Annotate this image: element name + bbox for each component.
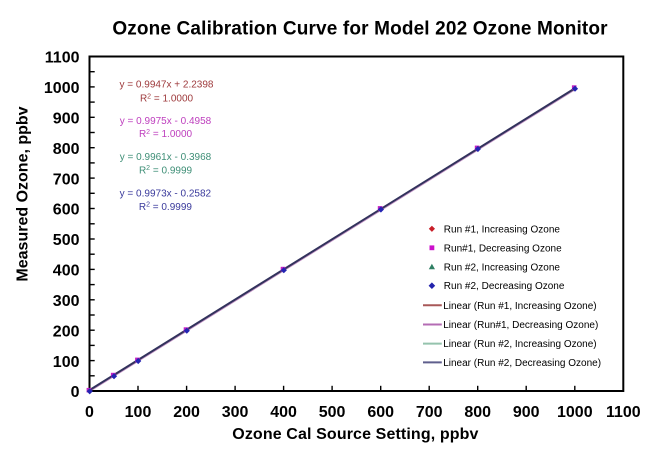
- svg-text:Linear (Run #1, Increasing Ozo: Linear (Run #1, Increasing Ozone): [443, 301, 596, 312]
- svg-text:400: 400: [270, 404, 297, 421]
- svg-text:Ozone Cal Source Setting, ppbv: Ozone Cal Source Setting, ppbv: [232, 426, 478, 443]
- svg-text:0: 0: [85, 404, 94, 421]
- svg-text:y = 0.9961x - 0.3968: y = 0.9961x - 0.3968: [120, 152, 212, 163]
- svg-text:500: 500: [53, 232, 80, 249]
- svg-text:100: 100: [125, 404, 152, 421]
- svg-text:700: 700: [416, 404, 443, 421]
- svg-text:R2 = 0.9999: R2 = 0.9999: [139, 165, 193, 176]
- svg-text:Run #2, Increasing Ozone: Run #2, Increasing Ozone: [444, 262, 561, 273]
- svg-text:800: 800: [53, 141, 80, 158]
- svg-text:R2 = 0.9999: R2 = 0.9999: [139, 202, 193, 213]
- svg-text:200: 200: [173, 404, 200, 421]
- svg-text:Linear (Run #2, Decreasing Ozo: Linear (Run #2, Decreasing Ozone): [443, 358, 601, 369]
- svg-text:600: 600: [53, 202, 80, 219]
- svg-text:R2 = 1.0000: R2 = 1.0000: [139, 129, 193, 140]
- svg-text:300: 300: [222, 404, 249, 421]
- svg-text:700: 700: [53, 171, 80, 188]
- svg-text:900: 900: [53, 111, 80, 128]
- svg-text:400: 400: [53, 263, 80, 280]
- svg-text:Linear (Run #2, Increasing Ozo: Linear (Run #2, Increasing Ozone): [443, 339, 596, 350]
- svg-text:Run #1, Increasing Ozone: Run #1, Increasing Ozone: [444, 224, 561, 235]
- svg-text:1000: 1000: [557, 404, 593, 421]
- svg-text:600: 600: [367, 404, 394, 421]
- svg-text:900: 900: [513, 404, 540, 421]
- svg-text:y = 0.9973x - 0.2582: y = 0.9973x - 0.2582: [120, 189, 212, 200]
- svg-text:Measured Ozone, ppbv: Measured Ozone, ppbv: [15, 106, 32, 281]
- svg-text:1100: 1100: [606, 404, 641, 421]
- svg-text:Linear (Run#1, Decreasing Ozon: Linear (Run#1, Decreasing Ozone): [443, 320, 598, 331]
- svg-text:Run#1, Decreasing Ozone: Run#1, Decreasing Ozone: [444, 243, 562, 254]
- svg-text:1000: 1000: [44, 80, 80, 97]
- svg-text:R2 = 1.0000: R2 = 1.0000: [140, 93, 194, 104]
- svg-text:200: 200: [53, 323, 80, 340]
- svg-text:500: 500: [319, 404, 346, 421]
- svg-text:1100: 1100: [45, 50, 80, 67]
- svg-text:100: 100: [53, 354, 80, 371]
- svg-text:Ozone Calibration Curve for Mo: Ozone Calibration Curve for Model 202 Oz…: [112, 19, 608, 40]
- svg-text:300: 300: [53, 293, 80, 310]
- svg-text:800: 800: [464, 404, 491, 421]
- svg-text:Run #2, Decreasing Ozone: Run #2, Decreasing Ozone: [444, 281, 565, 292]
- svg-text:0: 0: [71, 384, 80, 401]
- svg-text:y = 0.9947x + 2.2398: y = 0.9947x + 2.2398: [120, 80, 214, 91]
- svg-text:y = 0.9975x - 0.4958: y = 0.9975x - 0.4958: [120, 116, 212, 127]
